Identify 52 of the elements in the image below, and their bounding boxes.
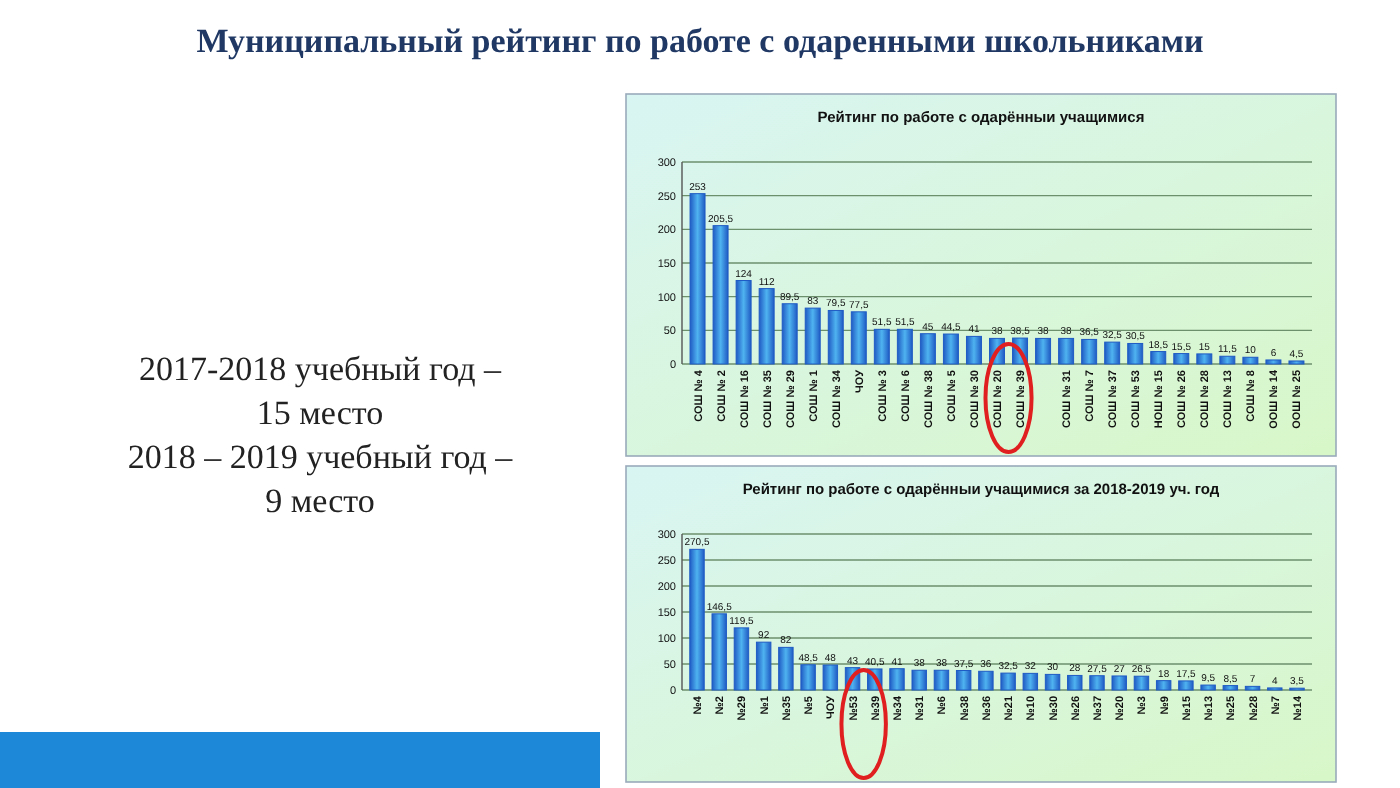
bar (822, 664, 839, 691)
bar (919, 333, 936, 365)
bar (1150, 351, 1167, 365)
bar (1035, 337, 1052, 365)
text: 9 место (265, 482, 375, 520)
text: Муниципальный рейтинг по работе с одаренными школьниками (196, 22, 1205, 60)
bar (1127, 342, 1144, 365)
bar (965, 335, 982, 365)
bar (1265, 359, 1282, 365)
bar (1155, 680, 1172, 691)
bar (1222, 685, 1239, 691)
bar (1022, 672, 1039, 691)
bar (1104, 341, 1121, 365)
bar (889, 668, 905, 691)
bar (942, 333, 959, 365)
bar (1178, 680, 1194, 691)
bar (689, 548, 705, 691)
bar (978, 670, 994, 691)
bar (781, 303, 798, 365)
bar (1044, 673, 1061, 691)
bar (1200, 684, 1216, 691)
bar (1133, 675, 1150, 691)
bar (1219, 355, 1236, 365)
text: 15 место (256, 394, 384, 432)
bar (712, 225, 729, 365)
bar (800, 664, 816, 691)
bar (804, 307, 821, 365)
bar (933, 669, 950, 691)
bar (1089, 675, 1105, 691)
bar (1081, 338, 1098, 365)
bar (955, 670, 972, 691)
bar (1173, 353, 1190, 365)
bar (1196, 353, 1213, 365)
bar (733, 627, 750, 691)
bar (850, 311, 867, 365)
bar (758, 288, 775, 365)
bar (896, 328, 913, 365)
bar (711, 613, 727, 691)
bar (1242, 356, 1259, 365)
bar (1067, 674, 1083, 691)
bar (689, 193, 706, 365)
bar (755, 641, 772, 691)
bar (827, 309, 844, 365)
bar (1111, 675, 1127, 691)
bar (1058, 337, 1075, 365)
bar (911, 669, 927, 691)
bar (778, 646, 794, 691)
text: 2018 – 2019 учебный год – (127, 438, 514, 476)
bar (873, 328, 890, 365)
text: 2017-2018 учебный год – (139, 350, 502, 388)
bar (735, 280, 752, 365)
bar (1000, 672, 1016, 691)
